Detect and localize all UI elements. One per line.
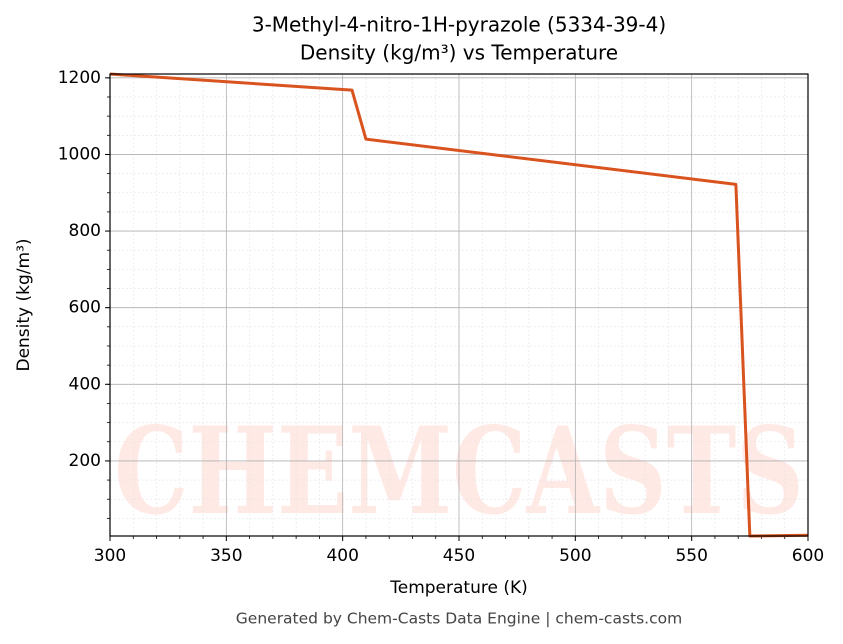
x-tick-label: 500 xyxy=(559,546,591,566)
x-tick-label: 600 xyxy=(792,546,824,566)
x-axis-label: Temperature (K) xyxy=(389,578,528,598)
y-tick-label: 400 xyxy=(69,374,101,394)
plot-frame xyxy=(109,73,809,537)
y-axis-label: Density (kg/m³) xyxy=(14,238,34,371)
x-tick-label: 550 xyxy=(675,546,707,566)
y-tick-label: 800 xyxy=(69,221,101,241)
y-tick-label: 1000 xyxy=(58,144,101,164)
x-tick-label: 300 xyxy=(94,546,126,566)
y-tick-label: 200 xyxy=(69,451,101,471)
y-tick-label: 1200 xyxy=(58,68,101,88)
y-tick-label: 600 xyxy=(69,298,101,318)
x-tick-label: 450 xyxy=(443,546,475,566)
x-tick-label: 400 xyxy=(326,546,358,566)
chart-subtitle: Density (kg/m³) vs Temperature xyxy=(300,41,618,65)
x-tick-label: 350 xyxy=(210,546,242,566)
chart-title: 3-Methyl-4-nitro-1H-pyrazole (5334-39-4) xyxy=(252,13,666,37)
footer: Generated by Chem-Casts Data Engine | ch… xyxy=(236,610,682,628)
